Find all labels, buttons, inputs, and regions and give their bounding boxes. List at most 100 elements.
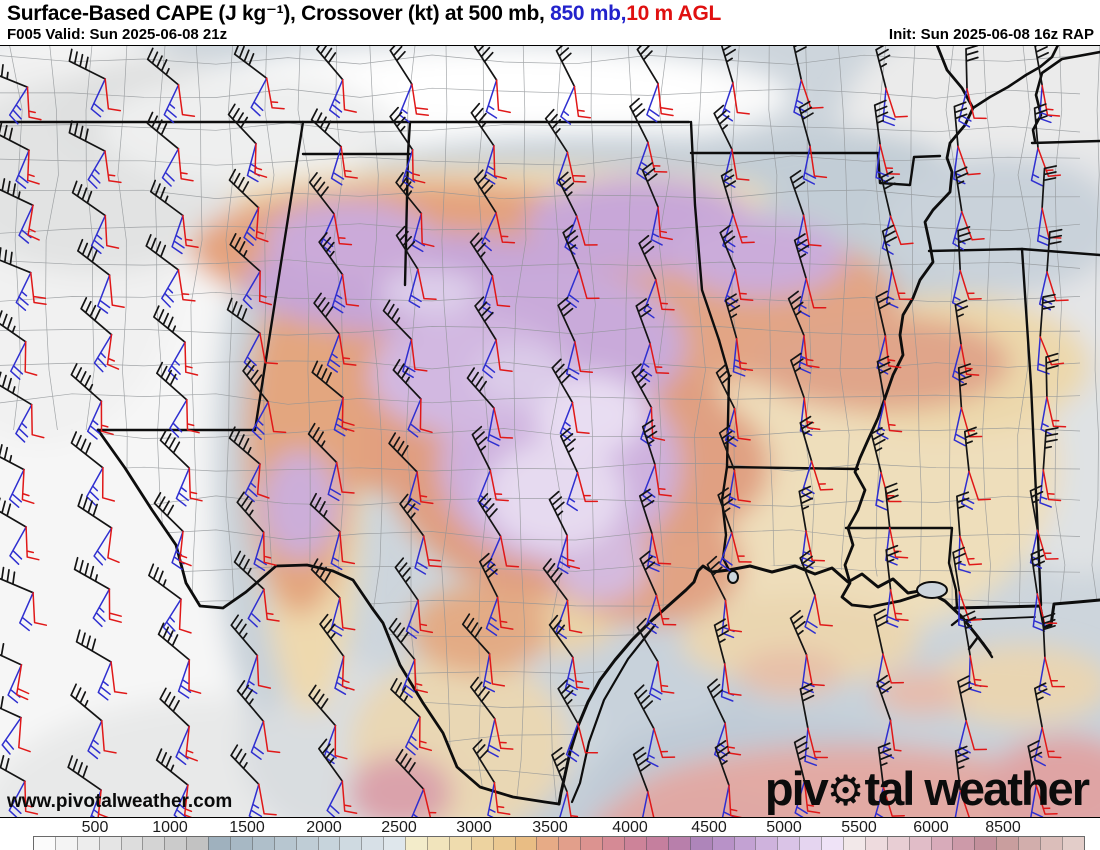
colorbar-segment: [164, 837, 187, 850]
colorbar-segment: [492, 837, 515, 850]
border-ky-tn: [1030, 139, 1100, 145]
init-time-label: Init: Sun 2025-06-08 16z RAP: [888, 26, 1094, 43]
title-part: Surface-Based CAPE (J kg⁻¹), Crossover (…: [7, 2, 551, 25]
lake-pontchartrain: [916, 581, 948, 599]
colorbar-tick-label: 3000: [456, 819, 492, 836]
colorbar-segment: [689, 837, 712, 850]
colorbar-segment: [448, 837, 471, 850]
border-ms-al: [1020, 247, 1043, 607]
colorbar-segment: [777, 837, 800, 850]
colorbar-area: 500 1000 1500 2000 2500 3000 3500 4000 4500 5000 5…: [0, 818, 1100, 850]
colorbar-segment: [339, 837, 362, 850]
colorbar-segment: [230, 837, 252, 850]
colorbar-segment: [186, 837, 209, 850]
colorbar-segment: [208, 837, 231, 850]
title-part: 10 m AGL: [626, 2, 722, 25]
colorbar-tick-label: 1000: [152, 819, 188, 836]
sabine-lake: [727, 570, 739, 584]
colorbar-tick-label: 4000: [612, 819, 648, 836]
state-borders: [0, 45, 1100, 806]
border-tennessee-river: [1031, 50, 1100, 143]
map-border-bottom: [0, 817, 1100, 818]
pivotal-weather-logo: piv⚙tal weather: [764, 762, 1090, 815]
colorbar-segment: [273, 837, 296, 850]
colorbar-segment: [383, 837, 406, 850]
colorbar-segment: [142, 837, 165, 850]
colorbar-segment: [624, 837, 646, 850]
border-ar-la: [725, 465, 860, 471]
border-la-ms-lat31-pearl: [844, 526, 959, 610]
colorbar-tick-label: 500: [81, 819, 109, 836]
gear-icon: ⚙: [826, 767, 865, 814]
cape-colorbar: [33, 836, 1085, 850]
colorbar-tick-label: 1500: [229, 819, 265, 836]
border-ohio-river: [971, 45, 1060, 110]
map-border-top: [0, 45, 1100, 46]
colorbar-segment: [120, 837, 143, 850]
map-canvas[interactable]: www.pivotalweather.com piv⚙tal weather: [0, 45, 1100, 818]
colorbar-segment: [602, 837, 625, 850]
colorbar-segment: [295, 837, 318, 850]
colorbar-segment: [908, 837, 931, 850]
colorbar-segment: [799, 837, 822, 850]
colorbar-segment: [930, 837, 953, 850]
colorbar-segment: [34, 837, 55, 850]
colorbar-segment: [405, 837, 428, 850]
border-ok-ar: [689, 120, 721, 342]
colorbar-segment: [1018, 837, 1040, 850]
page-title: Surface-Based CAPE (J kg⁻¹), Crossover (…: [7, 1, 721, 26]
colorbar-segment: [251, 837, 274, 850]
colorbar-tick-label: 8500: [985, 819, 1021, 836]
colorbar-segment: [952, 837, 975, 850]
border-mississippi-river: [840, 45, 975, 609]
colorbar-tick-label: 5000: [766, 819, 802, 836]
colorbar-segment: [317, 837, 340, 850]
colorbar-segment: [54, 837, 77, 850]
logo-text-left: piv: [764, 762, 829, 815]
wind-barbs: [0, 45, 1069, 818]
colorbar-tick-label: 5500: [841, 819, 877, 836]
colorbar-segment: [98, 837, 121, 850]
colorbar-segment: [76, 837, 99, 850]
colorbar-tick-label: 2500: [381, 819, 417, 836]
colorbar-segment: [996, 837, 1019, 850]
colorbar-segment: [470, 837, 493, 850]
colorbar-segment: [667, 837, 690, 850]
colorbar-segment: [864, 837, 887, 850]
border-la-coast: [727, 564, 992, 655]
colorbar-segment: [886, 837, 909, 850]
title-part: 850 mb,: [550, 2, 627, 25]
colorbar-tick-label: 2000: [306, 819, 342, 836]
logo-text-right: tal weather: [864, 762, 1090, 815]
colorbar-tick-label: 6000: [913, 819, 949, 836]
border-tx-coast: [557, 564, 731, 806]
border-tx-barrier-island: [570, 623, 657, 804]
colorbar-segment: [733, 837, 756, 850]
colorbar-segment: [645, 837, 668, 850]
colorbar-segment: [1039, 837, 1062, 850]
valid-time-label: F005 Valid: Sun 2025-06-08 21z: [7, 26, 228, 43]
border-ms-river-delta: [950, 615, 994, 659]
colorbar-segment: [361, 837, 384, 850]
colorbar-segment: [427, 837, 449, 850]
colorbar-segment: [580, 837, 603, 850]
watermark-url: www.pivotalweather.com: [7, 791, 233, 812]
colorbar-tick-label: 4500: [691, 819, 727, 836]
colorbar-segment: [558, 837, 581, 850]
border-nm-tx-west: [253, 120, 305, 432]
colorbar-segment: [536, 837, 559, 850]
colorbar-segment: [1061, 837, 1084, 850]
colorbar-segment: [514, 837, 537, 850]
colorbar-segment: [974, 837, 997, 850]
colorbar-segment: [821, 837, 843, 850]
colorbar-tick-labels: 500 1000 1500 2000 2500 3000 3500 4000 4500 5000 5…: [0, 819, 1100, 836]
header-bar: Surface-Based CAPE (J kg⁻¹), Crossover (…: [0, 0, 1100, 45]
colorbar-segment: [755, 837, 778, 850]
border-rio-grande: [96, 428, 561, 806]
cape-crossover-map: [0, 45, 1100, 818]
border-ms-al-coast: [953, 598, 1100, 629]
colorbar-segment: [842, 837, 865, 850]
cape-field: [0, 45, 1100, 818]
colorbar-segment: [711, 837, 734, 850]
